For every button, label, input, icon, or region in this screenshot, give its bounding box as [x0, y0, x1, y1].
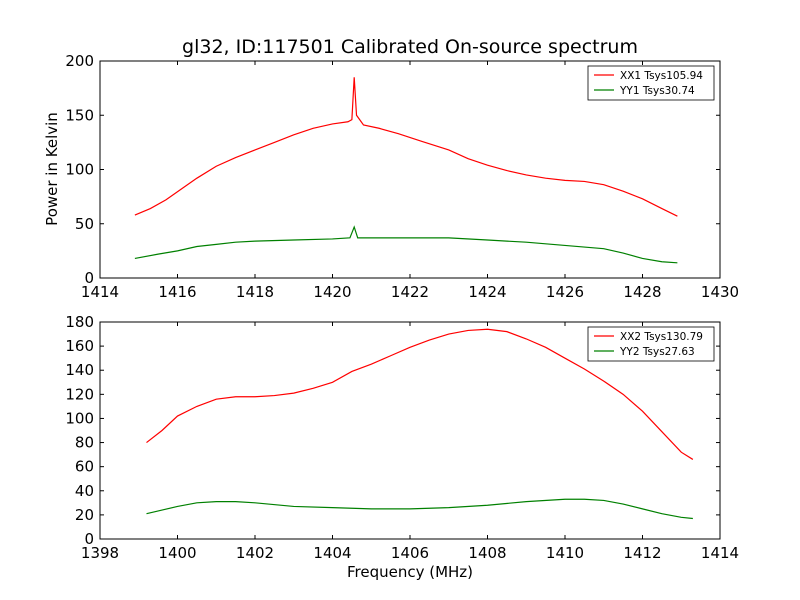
- series-line-2: [134, 225, 678, 264]
- y-tick-label: 0: [84, 530, 94, 548]
- x-tick-label: 1428: [623, 283, 661, 301]
- x-tick-label: 1412: [623, 544, 661, 562]
- y-tick-label: 40: [75, 482, 94, 500]
- x-tick-label: 1420: [313, 283, 351, 301]
- x-tick-label: 1426: [546, 283, 584, 301]
- legend-label: XX1 Tsys105.94: [620, 70, 703, 82]
- y-tick-label: 50: [75, 215, 94, 233]
- x-tick-label: 1400: [158, 544, 196, 562]
- x-tick-label: 1404: [313, 544, 351, 562]
- y-tick-label: 80: [75, 434, 94, 452]
- legend-label: YY1 Tsys30.74: [619, 85, 695, 97]
- legend-label: XX2 Tsys130.79: [620, 331, 703, 343]
- x-tick-label: 1402: [236, 544, 274, 562]
- y-tick-label: 150: [65, 106, 94, 124]
- x-tick-label: 1406: [391, 544, 429, 562]
- x-tick-label: 1414: [81, 283, 119, 301]
- x-tick-label: 1410: [546, 544, 584, 562]
- y-tick-label: 0: [84, 269, 94, 287]
- y-tick-label: 180: [65, 313, 94, 331]
- y-tick-label: 100: [65, 409, 94, 427]
- series-line-1: [134, 77, 678, 217]
- y-axis-label: Power in Kelvin: [43, 112, 61, 226]
- x-tick-label: 1398: [81, 544, 119, 562]
- y-tick-label: 200: [65, 52, 94, 70]
- y-tick-label: 140: [65, 361, 94, 379]
- series-line-2: [146, 498, 693, 520]
- legend-box: [587, 326, 715, 362]
- x-tick-label: 1414: [701, 544, 739, 562]
- y-tick-label: 160: [65, 337, 94, 355]
- y-tick-label: 60: [75, 458, 94, 476]
- legend-label: YY2 Tsys27.63: [619, 346, 695, 358]
- x-tick-label: 1416: [158, 283, 196, 301]
- legend: XX2 Tsys130.79 YY2 Tsys27.63: [587, 326, 715, 362]
- x-axis-label: Frequency (MHz): [347, 563, 473, 581]
- y-tick-label: 20: [75, 506, 94, 524]
- x-tick-label: 1408: [468, 544, 506, 562]
- top-panel: 1414 1416 1418 1420 1422 1424 1426 1428 1430 0 50 1…: [65, 52, 739, 301]
- y-tick-label: 100: [65, 161, 94, 179]
- bottom-panel: 1398 1400 1402 1404 1406 1408 1410 1412 1414 0 20 4…: [65, 313, 739, 562]
- legend-box: [587, 65, 715, 101]
- x-tick-label: 1422: [391, 283, 429, 301]
- x-tick-label: 1424: [468, 283, 506, 301]
- x-tick-label: 1430: [701, 283, 739, 301]
- x-tick-label: 1418: [236, 283, 274, 301]
- legend: XX1 Tsys105.94 YY1 Tsys30.74: [587, 65, 715, 101]
- y-tick-label: 120: [65, 385, 94, 403]
- chart-title: gl32, ID:117501 Calibrated On-source spe…: [182, 36, 638, 58]
- series-line-1: [146, 328, 694, 460]
